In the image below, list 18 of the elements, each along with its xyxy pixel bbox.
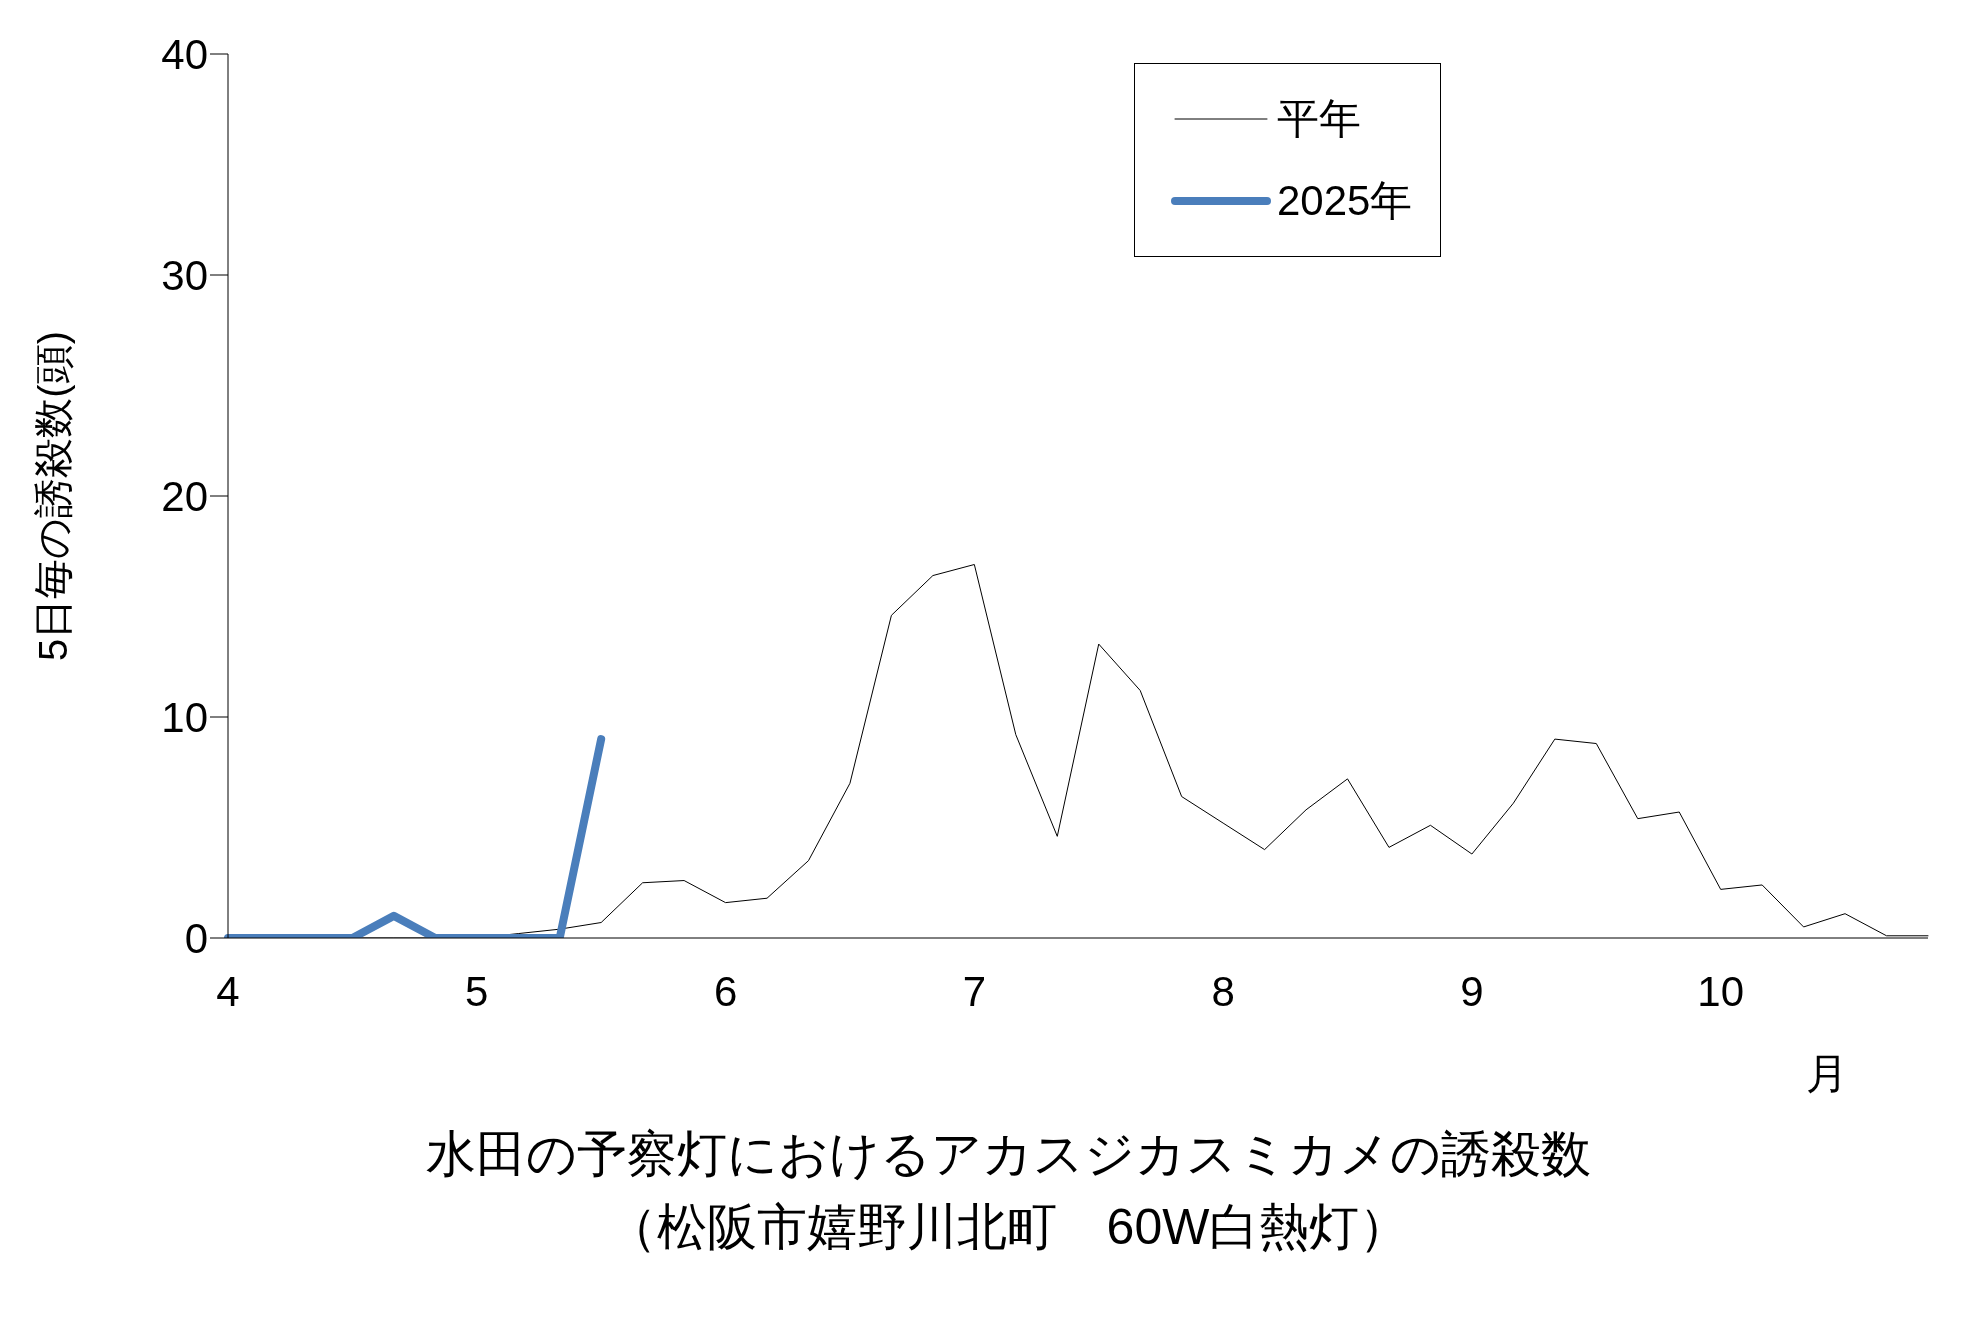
x-tick-label: 6 — [713, 967, 738, 1015]
x-tick-label: 4 — [216, 967, 240, 1015]
x-tick-label: 8 — [1211, 967, 1235, 1015]
y-tick-label: 30 — [161, 251, 208, 299]
y-tick-label: 20 — [161, 472, 208, 520]
x-tick-label: 9 — [1460, 967, 1484, 1015]
x-tick-label: 5 — [465, 967, 489, 1015]
y-tick-label: 40 — [161, 30, 208, 78]
x-axis-title: 月 — [1806, 1050, 1848, 1097]
legend-label: 2025年 — [1277, 176, 1413, 226]
text: （松阪市嬉野川北町 60W白熱灯） — [605, 1197, 1411, 1257]
y-axis-title: 5日毎の誘殺数(頭) — [31, 331, 76, 661]
x-tick-label: 10 — [1697, 967, 1745, 1015]
y-tick-label: 0 — [184, 914, 208, 962]
text: 水田の予察灯におけるアカスジカスミカメの誘殺数 — [424, 1125, 1592, 1184]
y-tick-label: 10 — [161, 693, 208, 741]
x-tick-label: 7 — [962, 967, 987, 1015]
legend-label: 平年 — [1277, 94, 1361, 144]
